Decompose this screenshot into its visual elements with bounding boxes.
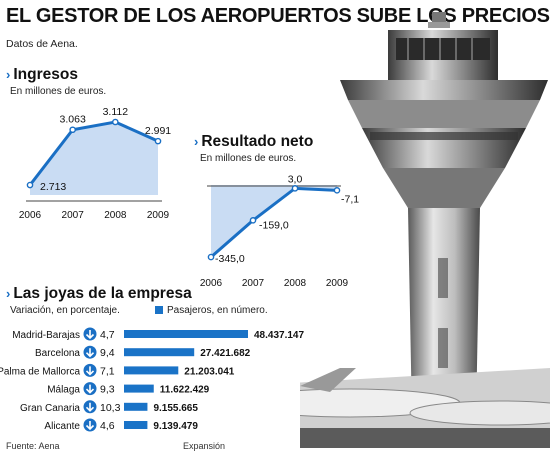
passenger-label: 27.421.682: [200, 348, 250, 359]
variation-label: 9,4: [100, 347, 115, 359]
down-arrow-circle-icon: [83, 327, 97, 341]
chevron-right-icon: ›: [6, 67, 11, 82]
ingresos-area: [30, 122, 158, 195]
joyas-subtitle: Variación, en porcentaje.: [10, 305, 120, 316]
resultado-data-label: -159,0: [259, 219, 289, 231]
ingresos-subtitle: En millones de euros.: [10, 86, 107, 97]
resultado-point: [291, 185, 299, 192]
ingresos-point: [154, 137, 162, 145]
passenger-bar: [124, 330, 248, 338]
airport-label: Gran Canaria: [20, 403, 80, 414]
airport-label: Madrid-Barajas: [12, 330, 80, 341]
page-subtitle: Datos de Aena.: [6, 38, 78, 50]
airport-label: Palma de Mallorca: [0, 366, 80, 377]
resultado-area: [211, 185, 337, 258]
down-arrow-circle-icon: [83, 400, 97, 414]
resultado-point: [249, 217, 257, 224]
ingresos-chart: 2.713 2006 3.063 2007 3.112 2008 2.991 2009: [19, 106, 171, 221]
ingresos-point: [112, 118, 119, 126]
source-note: Fuente: Aena: [6, 441, 60, 451]
airport-label: Alicante: [44, 421, 80, 432]
joyas-legend: Pasajeros, en número.: [155, 305, 268, 316]
ingresos-point: [26, 181, 34, 189]
ingresos-data-label: 3.112: [103, 106, 129, 118]
down-arrow-circle-icon: [83, 418, 97, 432]
resultado-data-label: -345,0: [215, 253, 245, 265]
page-title: EL GESTOR DE LOS AEROPUERTOS SUBE LOS PR…: [6, 5, 550, 27]
passenger-bar: [124, 421, 148, 429]
chevron-right-icon: ›: [6, 286, 11, 301]
down-arrow-circle-icon: [83, 345, 97, 359]
resultado-subtitle: En millones de euros.: [200, 153, 297, 164]
chevron-right-icon: ›: [194, 134, 199, 149]
resultado-title: Resultado neto: [201, 133, 314, 150]
passenger-bar: [124, 348, 195, 357]
joyas-chart: Madrid-Barajas 4,7 48.437.147 Barcelona 9,4 2…: [0, 327, 304, 432]
airport-label: Barcelona: [35, 348, 80, 359]
legend-swatch: [155, 306, 163, 315]
control-tower-illustration: [300, 12, 550, 448]
airport-label: Málaga: [47, 385, 80, 396]
passenger-label: 21.203.041: [184, 366, 234, 377]
ingresos-tick-label: 2009: [147, 210, 170, 221]
ingresos-tick-label: 2006: [19, 210, 42, 221]
variation-label: 10,3: [100, 402, 121, 414]
resultado-data-label: 3,0: [288, 173, 303, 185]
resultado-tick-label: 2009: [326, 278, 349, 289]
resultado-line: [210, 186, 338, 259]
resultado-tick-label: 2006: [200, 278, 223, 289]
ingresos-heading: › Ingresos: [6, 66, 78, 84]
ingresos-title: Ingresos: [13, 66, 78, 83]
down-arrow-circle-icon: [83, 382, 97, 396]
resultado-tick-label: 2007: [242, 278, 265, 289]
resultado-heading: › Resultado neto: [194, 133, 313, 151]
ingresos-data-label: 2.991: [145, 125, 171, 137]
ingresos-tick-label: 2008: [104, 210, 127, 221]
resultado-data-label: -7,1: [341, 193, 359, 205]
joyas-heading: › Las joyas de la empresa: [6, 285, 192, 303]
passenger-label: 48.437.147: [254, 330, 304, 341]
ingresos-data-label: 3.063: [60, 114, 86, 126]
passenger-label: 9.139.479: [153, 421, 198, 432]
joyas-title: Las joyas de la empresa: [13, 285, 192, 302]
resultado-chart: -345,0 2006 -159,0 2007 3,0 2008 -7,1 2009: [200, 173, 359, 289]
passenger-label: 11.622.429: [160, 385, 210, 396]
resultado-point: [333, 187, 341, 194]
passenger-bar: [124, 402, 148, 411]
legend-label: Pasajeros, en número.: [167, 305, 268, 316]
variation-label: 4,6: [100, 420, 115, 432]
passenger-bar: [124, 384, 154, 393]
variation-label: 7,1: [100, 365, 115, 377]
ingresos-tick-label: 2007: [62, 210, 85, 221]
credit-note: Expansión: [183, 441, 226, 451]
variation-label: 4,7: [100, 329, 115, 341]
ingresos-line: [28, 120, 159, 186]
ingresos-data-label: 2.713: [40, 181, 66, 193]
passenger-bar: [124, 366, 179, 375]
passenger-label: 9.155.665: [153, 403, 198, 414]
ingresos-point: [69, 126, 76, 134]
resultado-point: [207, 253, 215, 261]
resultado-tick-label: 2008: [284, 278, 307, 289]
down-arrow-circle-icon: [83, 363, 97, 377]
variation-label: 9,3: [100, 384, 115, 396]
